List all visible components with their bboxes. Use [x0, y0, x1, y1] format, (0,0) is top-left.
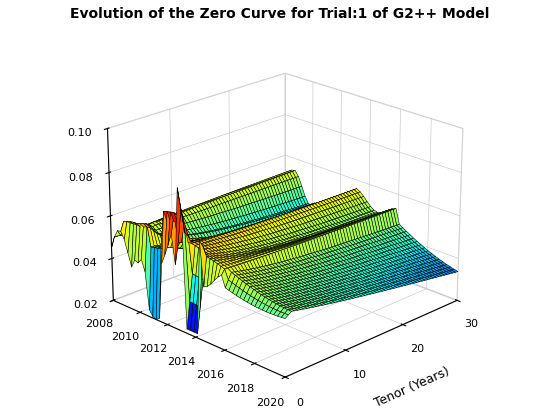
Title: Evolution of the Zero Curve for Trial:1 of G2++ Model: Evolution of the Zero Curve for Trial:1 … [71, 7, 489, 21]
X-axis label: Tenor (Years): Tenor (Years) [372, 365, 451, 410]
